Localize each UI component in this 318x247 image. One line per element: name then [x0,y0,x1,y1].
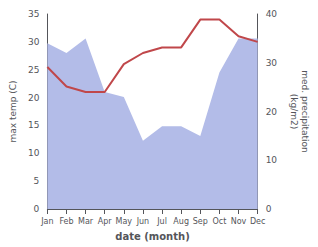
svg-text:May: May [116,217,133,226]
svg-text:Dec: Dec [250,217,265,226]
svg-text:0: 0 [266,204,272,214]
svg-text:25: 25 [28,65,39,75]
svg-text:30: 30 [28,37,40,47]
svg-text:Mar: Mar [78,217,94,226]
svg-text:Apr: Apr [98,217,113,226]
svg-text:Jun: Jun [136,217,150,226]
svg-text:Nov: Nov [231,217,247,226]
svg-text:35: 35 [28,9,39,19]
svg-text:Oct: Oct [212,217,226,226]
svg-text:date (month): date (month) [115,231,189,242]
svg-text:Jul: Jul [156,217,167,226]
svg-text:Jan: Jan [40,217,53,226]
svg-text:10: 10 [28,148,40,158]
svg-text:(kg/m2): (kg/m2) [289,94,299,129]
svg-text:20: 20 [28,93,40,103]
svg-text:40: 40 [266,9,278,19]
svg-text:max temp (C): max temp (C) [8,80,18,142]
svg-text:20: 20 [266,107,278,117]
svg-text:30: 30 [266,58,278,68]
svg-text:Sep: Sep [193,217,208,226]
svg-text:10: 10 [266,155,278,165]
svg-text:Aug: Aug [173,217,189,226]
svg-text:15: 15 [28,120,39,130]
svg-text:0: 0 [34,204,40,214]
svg-text:5: 5 [34,176,40,186]
svg-text:Feb: Feb [59,217,73,226]
svg-text:med. precipitation: med. precipitation [300,70,310,152]
